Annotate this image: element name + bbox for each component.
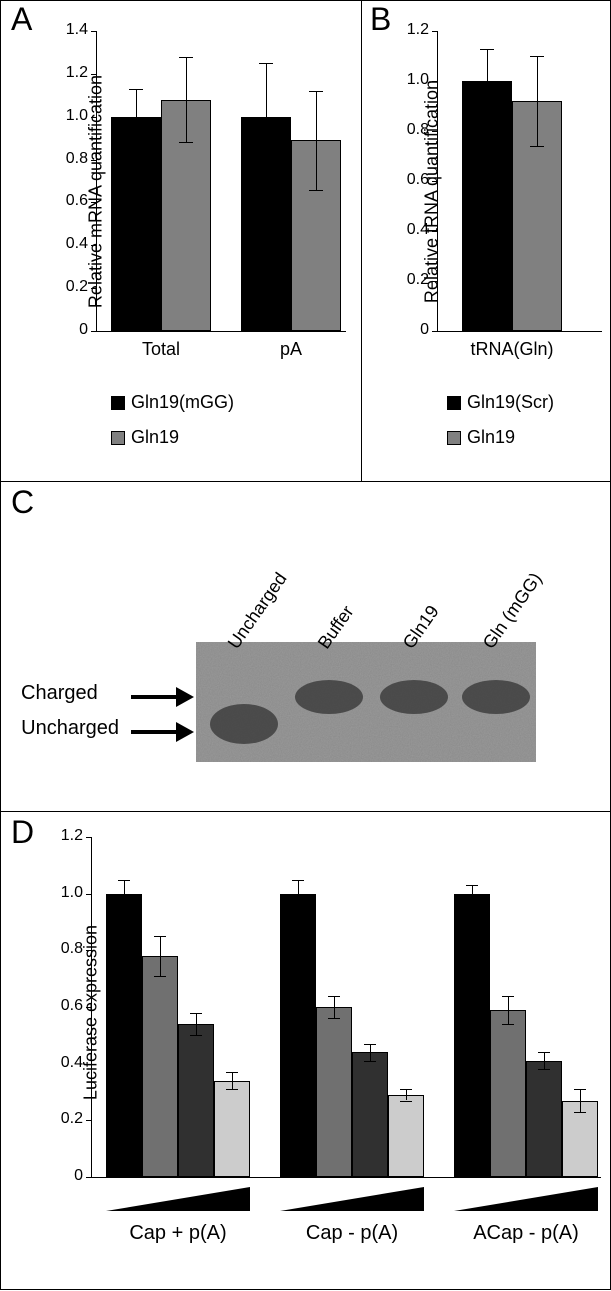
y-tick: 1.2	[389, 21, 429, 39]
y-tick: 0.2	[48, 278, 88, 296]
panel-c: C Charged Uncharged UnchargedBufferGln19…	[1, 481, 611, 811]
y-tick: 1.0	[43, 884, 83, 902]
y-tick: 1.2	[48, 64, 88, 82]
y-tick: 0.6	[43, 997, 83, 1015]
panel-b: B Relative tRNA quantification 00.20.40.…	[361, 1, 611, 481]
y-tick: 1.0	[389, 71, 429, 89]
lane-label: Gln (mGG)	[479, 569, 547, 653]
gradient-wedge-icon	[280, 1187, 424, 1217]
y-tick: 1.4	[48, 21, 88, 39]
panel-d-label: D	[11, 814, 34, 851]
legend-label: Gln19(mGG)	[131, 392, 234, 413]
y-tick: 0.8	[43, 940, 83, 958]
y-tick: 0.8	[48, 150, 88, 168]
y-tick: 0.6	[389, 171, 429, 189]
y-tick: 0.6	[48, 192, 88, 210]
lane-label: Uncharged	[224, 569, 292, 653]
panel-a-chart: 00.20.40.60.81.01.21.4TotalpA	[96, 31, 346, 331]
category-label: pA	[236, 339, 346, 360]
y-tick: 0.2	[389, 271, 429, 289]
legend-box	[447, 431, 461, 445]
arrow-icon	[131, 687, 194, 707]
legend-box	[111, 396, 125, 410]
gradient-wedge-icon	[106, 1187, 250, 1217]
y-tick: 0	[389, 321, 429, 339]
y-tick: 0.4	[48, 235, 88, 253]
arrow-icon	[131, 722, 194, 742]
legend-label: Gln19	[467, 427, 515, 448]
y-tick: 0	[43, 1167, 83, 1185]
y-tick: 0.8	[389, 121, 429, 139]
legend-box	[111, 431, 125, 445]
y-tick: 0.4	[389, 221, 429, 239]
category-label: Cap + p(A)	[96, 1222, 260, 1245]
panel-d: D Luciferase expression 00.20.40.60.81.0…	[1, 811, 611, 1291]
legend-box	[447, 396, 461, 410]
category-label: tRNA(Gln)	[457, 339, 567, 360]
y-tick: 1.2	[43, 827, 83, 845]
legend-label: Gln19	[131, 427, 179, 448]
panel-d-chart: 00.20.40.60.81.01.2	[91, 837, 601, 1177]
category-label: ACap - p(A)	[444, 1222, 608, 1245]
figure-container: A Relative mRNA quantification 00.20.40.…	[0, 0, 611, 1290]
row-label-uncharged: Uncharged	[1, 717, 119, 740]
gel-image	[196, 642, 536, 762]
y-tick: 0	[48, 321, 88, 339]
gradient-wedge-icon	[454, 1187, 598, 1217]
category-label: Cap - p(A)	[270, 1222, 434, 1245]
panel-a-label: A	[11, 1, 32, 38]
y-tick: 0.2	[43, 1110, 83, 1128]
panel-a: A Relative mRNA quantification 00.20.40.…	[1, 1, 361, 481]
category-label: Total	[106, 339, 216, 360]
legend-label: Gln19(Scr)	[467, 392, 554, 413]
y-tick: 0.4	[43, 1054, 83, 1072]
panel-c-label: C	[11, 484, 34, 521]
panel-b-chart: 00.20.40.60.81.01.2tRNA(Gln)	[437, 31, 602, 331]
row-label-charged: Charged	[21, 682, 98, 705]
y-tick: 1.0	[48, 107, 88, 125]
